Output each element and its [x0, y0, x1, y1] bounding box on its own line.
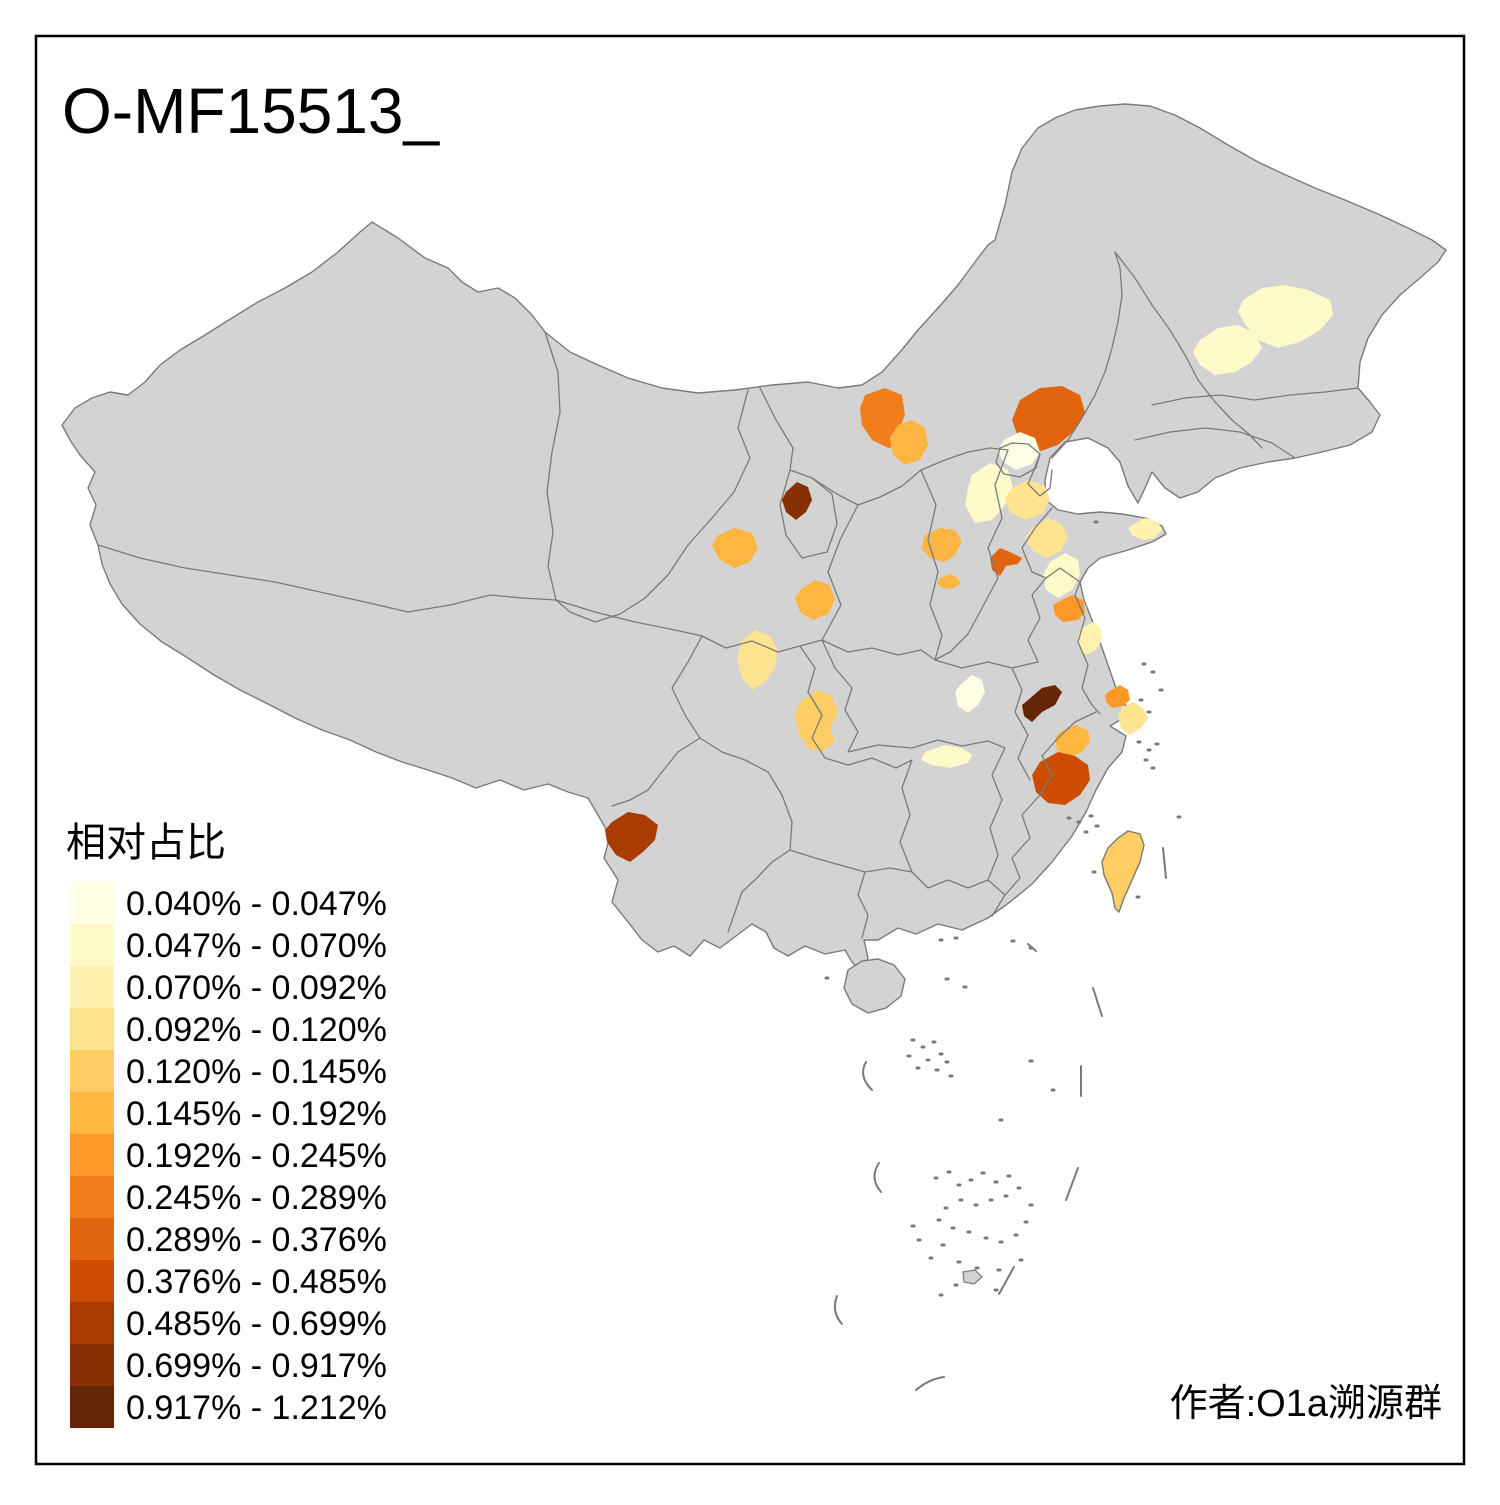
region-weihai: [1128, 518, 1162, 540]
legend-swatch: [70, 1050, 114, 1092]
region-chongqing-west: [795, 690, 838, 752]
legend-range-label: 0.485% - 0.699%: [126, 1305, 387, 1343]
province-borders: [97, 251, 1359, 939]
legend-range-label: 0.120% - 0.145%: [126, 1053, 387, 1091]
attribution: 作者:O1a溯源群: [1170, 1383, 1442, 1425]
legend-swatch: [70, 882, 114, 924]
region-heilongjiang-north: [1238, 285, 1333, 348]
region-taiwan: [1101, 830, 1145, 914]
hainan-island: [843, 958, 906, 1014]
legend-swatch: [70, 1386, 114, 1428]
legend-range-label: 0.289% - 0.376%: [126, 1221, 387, 1259]
page-title: O-MF15513_: [62, 75, 440, 147]
region-huaian: [1053, 595, 1085, 622]
legend-swatch: [70, 1092, 114, 1134]
legend-range-label: 0.047% - 0.070%: [126, 927, 387, 965]
legend-range-label: 0.145% - 0.192%: [126, 1095, 387, 1133]
region-baoji: [795, 580, 835, 620]
legend-range-label: 0.092% - 0.120%: [126, 1011, 387, 1049]
region-beijing: [998, 432, 1040, 470]
legend: 相对占比 0.040% - 0.047% 0.047% - 0.070% 0.070…: [66, 821, 387, 1428]
legend-swatch: [70, 1260, 114, 1302]
legend-title: 相对占比: [66, 821, 226, 865]
region-cangzhou: [1005, 480, 1050, 520]
legend-swatch: [70, 1176, 114, 1218]
region-baoding: [965, 463, 1013, 523]
region-shanghai: [1118, 702, 1148, 735]
region-zhengzhou: [990, 548, 1022, 576]
legend-swatch: [70, 966, 114, 1008]
legend-range-label: 0.376% - 0.485%: [126, 1263, 387, 1301]
region-shandong-south: [1043, 553, 1080, 598]
legend-swatch: [70, 1344, 114, 1386]
legend-range-label: 0.699% - 0.917%: [126, 1347, 387, 1385]
legend-swatch: [70, 1008, 114, 1050]
region-yancheng: [1078, 622, 1102, 655]
spratly-islet: [962, 1269, 983, 1285]
region-heilongjiang-south: [1193, 325, 1262, 375]
legend-swatch: [70, 1218, 114, 1260]
region-linfen: [937, 574, 960, 589]
region-wuxi: [1105, 685, 1130, 708]
region-hohhot: [890, 420, 928, 465]
region-shizuishan: [782, 482, 812, 520]
legend-swatch: [70, 1134, 114, 1176]
legend-swatch: [70, 924, 114, 966]
legend-range-label: 0.040% - 0.047%: [126, 885, 387, 923]
region-anqing: [1022, 685, 1062, 722]
legend-range-label: 0.917% - 1.212%: [126, 1389, 387, 1427]
region-luliang: [921, 528, 962, 562]
island-dots: [824, 520, 1182, 1297]
region-dali: [605, 812, 658, 862]
region-chengde: [1012, 386, 1085, 452]
plot-frame: [34, 34, 1466, 1466]
legend-range-label: 0.192% - 0.245%: [126, 1137, 387, 1175]
region-mianyang: [737, 630, 778, 690]
legend-swatch: [70, 1302, 114, 1344]
legend-items: 0.040% - 0.047% 0.047% - 0.070% 0.070% - 0…: [70, 882, 387, 1428]
legend-range-label: 0.070% - 0.092%: [126, 969, 387, 1007]
region-yiyang: [921, 745, 972, 768]
legend-range-label: 0.245% - 0.289%: [126, 1179, 387, 1217]
region-lanzhou: [712, 528, 758, 568]
region-hubei-central: [955, 675, 985, 713]
